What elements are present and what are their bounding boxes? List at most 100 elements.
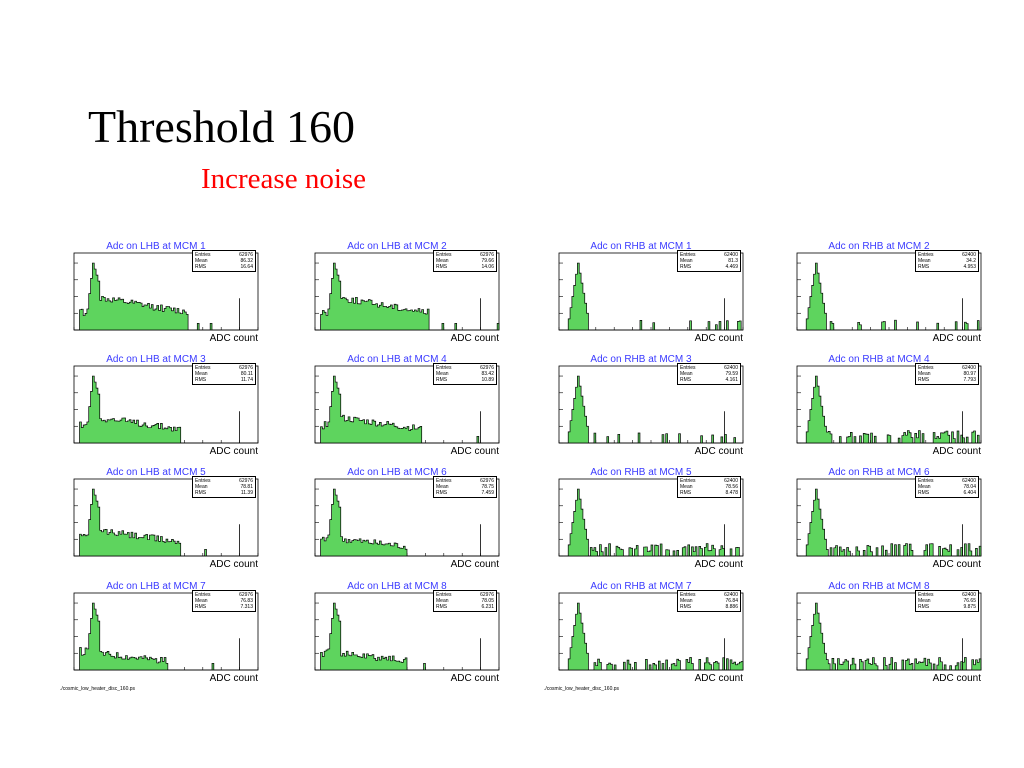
x-axis-label: ADC count bbox=[694, 673, 743, 684]
stats-box: Entries 62976 Mean 78.05 RMS 6.231 bbox=[433, 590, 497, 612]
stats-label: Mean bbox=[680, 598, 693, 604]
stats-value: 7.459 bbox=[481, 490, 494, 496]
x-axis-label: ADC count bbox=[932, 673, 981, 684]
stats-label: RMS bbox=[195, 377, 207, 383]
stats-value: 86.32 bbox=[240, 258, 253, 264]
stats-row: Entries 62976 bbox=[195, 365, 253, 371]
stats-value: 4.953 bbox=[963, 264, 976, 270]
x-axis-label: ADC count bbox=[932, 446, 981, 457]
stats-row: Mean 78.04 bbox=[918, 484, 976, 490]
stats-value: 76.65 bbox=[963, 598, 976, 604]
x-axis-label: ADC count bbox=[694, 559, 743, 570]
stats-label: Entries bbox=[918, 592, 934, 598]
histogram-plot bbox=[796, 478, 982, 557]
stats-box: Entries 62400 Mean 76.84 RMS 8.886 bbox=[677, 590, 741, 612]
stats-row: RMS 16.64 bbox=[195, 264, 253, 270]
stats-label: RMS bbox=[918, 377, 930, 383]
stats-row: RMS 10.89 bbox=[436, 377, 494, 383]
histogram-title: Adc on LHB at MCM 8 bbox=[347, 581, 447, 592]
stats-value: 62976 bbox=[239, 592, 253, 598]
histogram-panel: Adc on LHB at MCM 7 Entries 62976 Mean 76.83… bbox=[40, 578, 260, 687]
stats-value: 62976 bbox=[480, 252, 494, 258]
histogram-plot bbox=[314, 365, 500, 444]
histogram-bars bbox=[74, 375, 258, 444]
stats-value: 7.313 bbox=[240, 604, 253, 610]
stats-value: 62976 bbox=[480, 365, 494, 371]
stats-row: Entries 62976 bbox=[436, 365, 494, 371]
x-axis-label: ADC count bbox=[450, 446, 499, 457]
stats-box: Entries 62400 Mean 81.3 RMS 4.469 bbox=[677, 250, 741, 272]
stats-value: 4.161 bbox=[725, 377, 738, 383]
histogram-panel: Adc on LHB at MCM 6 Entries 62976 Mean 78.75… bbox=[281, 464, 501, 573]
histogram-panel: Adc on RHB at MCM 8 Entries 62400 Mean 76.65… bbox=[763, 578, 983, 687]
stats-box: Entries 62976 Mean 86.32 RMS 16.64 bbox=[192, 250, 256, 272]
histogram-bars bbox=[559, 262, 743, 331]
histogram-bars bbox=[315, 375, 499, 444]
stats-value: 76.83 bbox=[240, 598, 253, 604]
histogram-title: Adc on LHB at MCM 5 bbox=[106, 467, 206, 478]
stats-value: 6.231 bbox=[481, 604, 494, 610]
histogram-panel: Adc on RHB at MCM 7 Entries 62400 Mean 76.84… bbox=[525, 578, 745, 687]
x-axis-label: ADC count bbox=[209, 559, 258, 570]
stats-value: 10.89 bbox=[481, 377, 494, 383]
stats-row: Mean 79.66 bbox=[436, 258, 494, 264]
stats-label: Entries bbox=[680, 365, 696, 371]
stats-label: Entries bbox=[680, 592, 696, 598]
histogram-title: Adc on LHB at MCM 4 bbox=[347, 354, 447, 365]
stats-label: Entries bbox=[195, 252, 211, 258]
stats-value: 78.75 bbox=[481, 484, 494, 490]
histogram-panel: Adc on LHB at MCM 8 Entries 62976 Mean 78.05… bbox=[281, 578, 501, 687]
stats-label: RMS bbox=[436, 604, 448, 610]
stats-row: Entries 62400 bbox=[680, 478, 738, 484]
stats-value: 9.875 bbox=[963, 604, 976, 610]
stats-row: RMS 7.459 bbox=[436, 490, 494, 496]
histogram-title: Adc on LHB at MCM 3 bbox=[106, 354, 206, 365]
stats-value: 62976 bbox=[480, 478, 494, 484]
stats-value: 62400 bbox=[724, 365, 738, 371]
histogram-bars bbox=[559, 375, 743, 444]
histogram-title: Adc on LHB at MCM 2 bbox=[347, 241, 447, 252]
stats-label: Entries bbox=[680, 252, 696, 258]
stats-label: RMS bbox=[918, 604, 930, 610]
stats-row: Mean 79.59 bbox=[680, 371, 738, 377]
histogram-plot bbox=[73, 592, 259, 671]
stats-label: Entries bbox=[680, 478, 696, 484]
stats-value: 62400 bbox=[724, 478, 738, 484]
histogram-bars bbox=[74, 488, 258, 557]
stats-row: Entries 62976 bbox=[195, 478, 253, 484]
histogram-bars bbox=[74, 262, 258, 331]
x-axis-label: ADC count bbox=[450, 559, 499, 570]
histogram-plot bbox=[558, 252, 744, 331]
stats-label: RMS bbox=[195, 264, 207, 270]
histogram-plot bbox=[558, 592, 744, 671]
stats-label: Mean bbox=[436, 258, 449, 264]
stats-row: Entries 62400 bbox=[918, 478, 976, 484]
x-axis-label: ADC count bbox=[209, 446, 258, 457]
stats-row: RMS 8.478 bbox=[680, 490, 738, 496]
histogram-plot bbox=[73, 252, 259, 331]
histogram-plot bbox=[558, 365, 744, 444]
stats-row: Mean 76.83 bbox=[195, 598, 253, 604]
stats-row: RMS 11.74 bbox=[195, 377, 253, 383]
stats-label: RMS bbox=[195, 490, 207, 496]
stats-row: RMS 7.313 bbox=[195, 604, 253, 610]
stats-value: 7.793 bbox=[963, 377, 976, 383]
histogram-panel: Adc on RHB at MCM 3 Entries 62400 Mean 79.59… bbox=[525, 351, 745, 460]
x-axis-label: ADC count bbox=[694, 333, 743, 344]
filename-left: ./cosmic_low_heater_disc_160.ps bbox=[60, 686, 136, 692]
histogram-title: Adc on LHB at MCM 1 bbox=[106, 241, 206, 252]
stats-row: RMS 4.469 bbox=[680, 264, 738, 270]
histogram-title: Adc on RHB at MCM 5 bbox=[590, 467, 692, 478]
stats-value: 11.39 bbox=[240, 490, 253, 496]
histogram-bars bbox=[315, 602, 499, 671]
stats-label: RMS bbox=[436, 377, 448, 383]
histogram-plot bbox=[73, 478, 259, 557]
stats-box: Entries 62976 Mean 80.11 RMS 11.74 bbox=[192, 363, 256, 385]
stats-label: Mean bbox=[195, 371, 208, 377]
histogram-panel: Adc on LHB at MCM 5 Entries 62976 Mean 78.81… bbox=[40, 464, 260, 573]
histogram-bars bbox=[315, 262, 500, 331]
stats-row: Mean 78.05 bbox=[436, 598, 494, 604]
stats-value: 8.886 bbox=[725, 604, 738, 610]
stats-row: Mean 80.11 bbox=[195, 371, 253, 377]
histogram-plot bbox=[796, 365, 982, 444]
